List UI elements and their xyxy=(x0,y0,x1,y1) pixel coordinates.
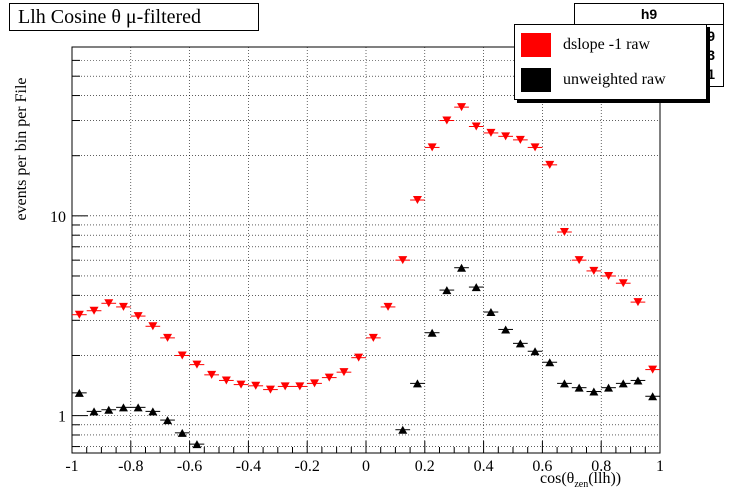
data-point xyxy=(101,405,117,414)
y-tick-label: 10 xyxy=(50,209,66,226)
data-point xyxy=(116,403,131,412)
data-point xyxy=(586,387,602,396)
data-point xyxy=(571,256,587,265)
data-point xyxy=(86,407,102,416)
legend-swatch-black xyxy=(521,68,551,92)
data-point xyxy=(527,347,543,356)
data-point xyxy=(292,382,308,391)
data-point xyxy=(351,353,366,362)
data-point xyxy=(454,263,469,272)
data-point xyxy=(601,383,616,392)
data-point xyxy=(145,322,161,331)
data-point xyxy=(101,299,117,308)
data-point xyxy=(366,333,381,342)
legend-swatch-red xyxy=(521,33,551,57)
data-point xyxy=(395,425,411,434)
legend-label: unweighted raw xyxy=(563,71,666,88)
data-point xyxy=(571,383,587,392)
data-point xyxy=(160,416,175,425)
data-point xyxy=(542,160,558,169)
x-tick-label: -0.2 xyxy=(295,458,320,475)
data-point xyxy=(439,116,455,125)
data-point xyxy=(248,381,264,390)
legend: dslope -1 raw unweighted raw xyxy=(514,24,707,100)
data-point xyxy=(468,283,484,292)
x-tick-label: 0.8 xyxy=(591,458,611,475)
x-axis-label: cos(θzen(llh)) xyxy=(540,470,622,491)
data-point xyxy=(116,302,131,311)
data-point xyxy=(130,312,146,321)
data-point xyxy=(615,279,631,288)
data-point xyxy=(204,370,219,379)
data-point xyxy=(483,128,499,137)
data-point xyxy=(645,392,660,401)
data-point xyxy=(321,373,337,382)
x-tick-label: 0.2 xyxy=(415,458,435,475)
data-point xyxy=(145,407,161,416)
data-point xyxy=(542,358,558,367)
y-axis-label: events per bin per File xyxy=(13,77,30,221)
data-point xyxy=(454,103,469,112)
data-point xyxy=(395,256,411,265)
grid xyxy=(72,46,660,453)
chart-title: Llh Cosine θ μ-filtered xyxy=(9,3,259,31)
data-point xyxy=(645,365,660,374)
legend-item: dslope -1 raw xyxy=(521,30,650,60)
data-point xyxy=(601,271,616,280)
data-point xyxy=(160,333,175,342)
data-point xyxy=(424,328,440,337)
data-point xyxy=(557,228,572,237)
data-point xyxy=(189,360,205,369)
stats-title: h9 xyxy=(575,4,723,25)
data-point xyxy=(439,286,455,295)
x-tick-label: 0 xyxy=(362,458,370,475)
data-point xyxy=(483,308,499,317)
data-point xyxy=(307,379,322,388)
data-point xyxy=(630,298,646,307)
data-point xyxy=(130,403,146,412)
data-point xyxy=(424,143,440,152)
data-point xyxy=(336,368,352,377)
data-point xyxy=(380,302,396,311)
data-point xyxy=(498,132,513,141)
data-point xyxy=(586,266,602,275)
y-tick-label: 1 xyxy=(58,409,66,426)
data-point xyxy=(174,351,190,360)
x-tick-label: -0.8 xyxy=(118,458,143,475)
data-point xyxy=(615,379,631,388)
data-point xyxy=(468,122,484,131)
data-point xyxy=(72,310,87,319)
x-tick-label: -0.4 xyxy=(236,458,261,475)
data-point xyxy=(72,388,87,397)
x-tick-label: 1 xyxy=(656,458,664,475)
x-tick-label: 0.4 xyxy=(474,458,494,475)
data-point xyxy=(233,380,249,389)
data-point xyxy=(410,196,425,205)
data-point xyxy=(630,376,646,385)
data-point xyxy=(219,376,234,385)
data-point xyxy=(263,385,278,394)
data-point xyxy=(513,339,528,348)
legend-label: dslope -1 raw xyxy=(563,36,651,53)
x-tick-label: 0.6 xyxy=(532,458,552,475)
x-tick-label: -1 xyxy=(65,458,78,475)
tick-labels: -1 -0.8 -0.6 -0.4 -0.2 0 0.2 0.4 0.6 0.8 1 1 10 xyxy=(50,209,664,475)
data-point xyxy=(86,306,102,315)
data-point xyxy=(174,428,190,437)
axis-ticks xyxy=(71,46,661,453)
data-point xyxy=(513,135,528,144)
data-point xyxy=(527,143,543,152)
x-tick-label: -0.6 xyxy=(177,458,202,475)
data-point xyxy=(557,379,572,388)
data-point xyxy=(498,325,513,334)
data-points xyxy=(72,103,660,449)
legend-item: unweighted raw xyxy=(521,65,666,95)
data-point xyxy=(277,382,293,391)
data-point xyxy=(189,440,205,449)
data-point xyxy=(410,379,425,388)
